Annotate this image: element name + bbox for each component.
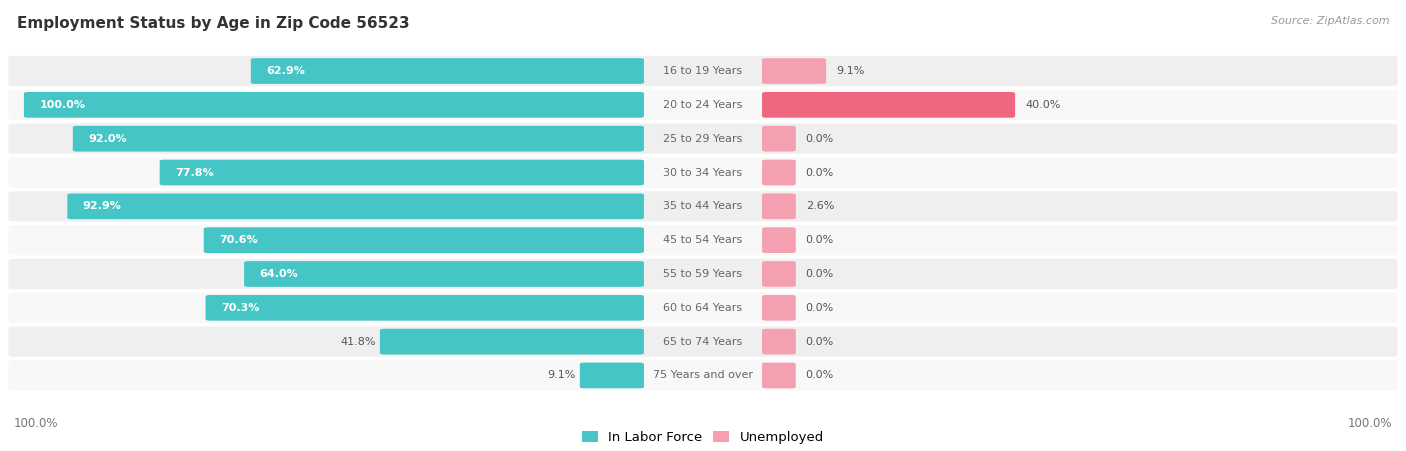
Text: 0.0%: 0.0% xyxy=(806,269,834,279)
Text: 77.8%: 77.8% xyxy=(176,167,214,178)
FancyBboxPatch shape xyxy=(8,124,1398,154)
FancyBboxPatch shape xyxy=(67,193,644,219)
Text: 41.8%: 41.8% xyxy=(340,336,375,347)
Text: 75 Years and over: 75 Years and over xyxy=(652,370,754,381)
Text: 0.0%: 0.0% xyxy=(806,303,834,313)
Text: 100.0%: 100.0% xyxy=(39,100,86,110)
FancyBboxPatch shape xyxy=(380,329,644,354)
FancyBboxPatch shape xyxy=(8,157,1398,188)
FancyBboxPatch shape xyxy=(762,126,796,152)
Text: 64.0%: 64.0% xyxy=(260,269,298,279)
Text: 92.9%: 92.9% xyxy=(83,201,122,212)
Text: 25 to 29 Years: 25 to 29 Years xyxy=(664,133,742,144)
FancyBboxPatch shape xyxy=(245,261,644,287)
Text: 0.0%: 0.0% xyxy=(806,167,834,178)
FancyBboxPatch shape xyxy=(762,261,796,287)
FancyBboxPatch shape xyxy=(762,329,796,354)
Text: 0.0%: 0.0% xyxy=(806,336,834,347)
FancyBboxPatch shape xyxy=(762,227,796,253)
Text: 0.0%: 0.0% xyxy=(806,235,834,245)
Text: 70.3%: 70.3% xyxy=(221,303,259,313)
Text: 65 to 74 Years: 65 to 74 Years xyxy=(664,336,742,347)
Text: 55 to 59 Years: 55 to 59 Years xyxy=(664,269,742,279)
FancyBboxPatch shape xyxy=(8,225,1398,255)
FancyBboxPatch shape xyxy=(762,58,827,84)
FancyBboxPatch shape xyxy=(73,126,644,152)
Text: 0.0%: 0.0% xyxy=(806,133,834,144)
Text: 45 to 54 Years: 45 to 54 Years xyxy=(664,235,742,245)
Text: 100.0%: 100.0% xyxy=(14,417,59,430)
FancyBboxPatch shape xyxy=(762,363,796,388)
Legend: In Labor Force, Unemployed: In Labor Force, Unemployed xyxy=(582,431,824,444)
FancyBboxPatch shape xyxy=(762,160,796,185)
Text: 16 to 19 Years: 16 to 19 Years xyxy=(664,66,742,76)
FancyBboxPatch shape xyxy=(24,92,644,118)
FancyBboxPatch shape xyxy=(250,58,644,84)
FancyBboxPatch shape xyxy=(8,56,1398,86)
FancyBboxPatch shape xyxy=(762,295,796,321)
Text: 30 to 34 Years: 30 to 34 Years xyxy=(664,167,742,178)
FancyBboxPatch shape xyxy=(8,327,1398,357)
Text: 35 to 44 Years: 35 to 44 Years xyxy=(664,201,742,212)
FancyBboxPatch shape xyxy=(579,363,644,388)
FancyBboxPatch shape xyxy=(205,295,644,321)
FancyBboxPatch shape xyxy=(762,92,1015,118)
FancyBboxPatch shape xyxy=(8,191,1398,221)
Text: 70.6%: 70.6% xyxy=(219,235,257,245)
Text: 100.0%: 100.0% xyxy=(1347,417,1392,430)
FancyBboxPatch shape xyxy=(8,293,1398,323)
FancyBboxPatch shape xyxy=(8,360,1398,391)
FancyBboxPatch shape xyxy=(762,193,796,219)
Text: 9.1%: 9.1% xyxy=(547,370,575,381)
Text: 20 to 24 Years: 20 to 24 Years xyxy=(664,100,742,110)
Text: Source: ZipAtlas.com: Source: ZipAtlas.com xyxy=(1271,16,1389,26)
Text: 60 to 64 Years: 60 to 64 Years xyxy=(664,303,742,313)
FancyBboxPatch shape xyxy=(8,90,1398,120)
Text: Employment Status by Age in Zip Code 56523: Employment Status by Age in Zip Code 565… xyxy=(17,16,409,31)
FancyBboxPatch shape xyxy=(204,227,644,253)
FancyBboxPatch shape xyxy=(8,259,1398,289)
Text: 0.0%: 0.0% xyxy=(806,370,834,381)
Text: 2.6%: 2.6% xyxy=(806,201,834,212)
Text: 92.0%: 92.0% xyxy=(89,133,127,144)
FancyBboxPatch shape xyxy=(160,160,644,185)
Text: 40.0%: 40.0% xyxy=(1025,100,1060,110)
Text: 9.1%: 9.1% xyxy=(837,66,865,76)
Text: 62.9%: 62.9% xyxy=(266,66,305,76)
